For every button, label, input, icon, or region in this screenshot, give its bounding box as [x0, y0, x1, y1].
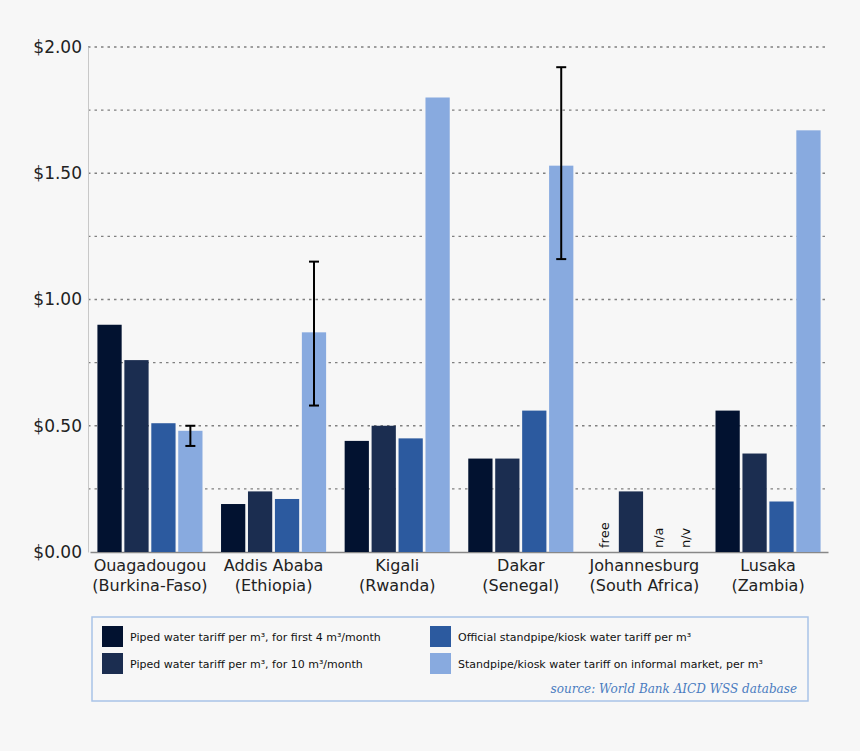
x-tick-label: Addis Ababa(Ethiopia) — [224, 556, 324, 595]
y-axis-line — [88, 48, 89, 553]
error-cap — [185, 445, 195, 447]
grid-line — [88, 236, 828, 237]
source-note: source: World Bank AICD WSS database — [551, 682, 797, 696]
x-tick: Kigali(Rwanda) — [359, 552, 436, 595]
x-tick: Dakar(Senegal) — [482, 552, 559, 595]
legend-label: Official standpipe/kiosk water tariff pe… — [458, 631, 691, 644]
x-tick: Lusaka(Zambia) — [731, 552, 804, 595]
legend-label: Piped water tariff per m³, for first 4 m… — [130, 631, 381, 644]
error-cap — [185, 425, 195, 427]
error-stem — [313, 262, 315, 406]
error-cap — [309, 405, 319, 407]
bar — [372, 426, 396, 552]
legend-swatch — [102, 626, 123, 647]
grid-line — [88, 173, 828, 174]
x-tick-label: Dakar(Senegal) — [482, 556, 559, 595]
bar — [522, 411, 546, 552]
bar — [742, 454, 766, 552]
legend-label: Piped water tariff per m³, for 10 m³/mon… — [130, 658, 363, 671]
legend-swatch — [430, 626, 451, 647]
y-tick: $0.00 — [33, 542, 88, 562]
error-stem — [189, 426, 191, 446]
x-tick-label: Lusaka(Zambia) — [731, 556, 804, 595]
x-tick: Johannesburg(South Africa) — [589, 552, 700, 595]
grid-line — [88, 109, 828, 110]
legend-swatch — [102, 653, 123, 674]
bar — [345, 441, 369, 552]
bar — [619, 491, 643, 552]
bar — [769, 502, 793, 553]
error-bar — [185, 426, 195, 446]
value-label: free — [597, 522, 612, 548]
bars — [97, 67, 820, 552]
x-tick: Addis Ababa(Ethiopia) — [224, 552, 324, 595]
bar — [425, 98, 449, 553]
bar — [716, 411, 740, 552]
chart: $0.00 $0.50 $1.00 $1.50 $2.00 Ouagadougou(Bur… — [0, 0, 860, 751]
error-bar — [309, 262, 319, 406]
bar — [796, 130, 820, 552]
x-tick-label: Kigali(Rwanda) — [359, 556, 436, 595]
bar — [178, 431, 202, 552]
value-label: n/v — [678, 527, 693, 548]
y-tick-label: $0.00 — [33, 542, 82, 562]
y-tick-label: $2.00 — [33, 37, 82, 57]
error-stem — [560, 67, 562, 259]
value-labels: free n/a n/v — [597, 522, 693, 548]
y-tick-label: $0.50 — [33, 416, 82, 436]
bar — [495, 459, 519, 552]
error-cap — [556, 66, 566, 68]
bar — [151, 423, 175, 552]
grid-line — [88, 299, 828, 300]
y-tick-label: $1.50 — [33, 163, 82, 183]
y-tick: $2.00 — [33, 37, 88, 57]
error-bar — [556, 67, 566, 259]
error-cap — [309, 261, 319, 263]
bar — [97, 325, 121, 552]
y-axis: $0.00 $0.50 $1.00 $1.50 $2.00 — [33, 37, 88, 562]
bar — [468, 459, 492, 552]
y-tick: $1.00 — [33, 289, 88, 309]
bar — [275, 499, 299, 552]
bar — [399, 438, 423, 552]
legend: Piped water tariff per m³, for first 4 m… — [92, 617, 808, 701]
bar — [124, 360, 148, 552]
y-tick: $0.50 — [33, 416, 88, 436]
legend-box — [92, 617, 808, 701]
grid-line — [88, 46, 828, 47]
legend-swatch — [430, 653, 451, 674]
bar — [248, 491, 272, 552]
y-tick-label: $1.00 — [33, 289, 82, 309]
grid-line — [88, 362, 828, 363]
x-tick-label: Ouagadougou(Burkina-Faso) — [92, 556, 207, 595]
bar — [221, 504, 245, 552]
value-label: n/a — [651, 527, 666, 548]
x-axis: Ouagadougou(Burkina-Faso) Addis Ababa(Eth… — [91, 552, 829, 595]
y-tick: $1.50 — [33, 163, 88, 183]
x-tick-label: Johannesburg(South Africa) — [589, 556, 700, 595]
legend-label: Standpipe/kiosk water tariff on informal… — [458, 658, 763, 671]
error-cap — [556, 258, 566, 260]
x-tick: Ouagadougou(Burkina-Faso) — [92, 552, 207, 595]
